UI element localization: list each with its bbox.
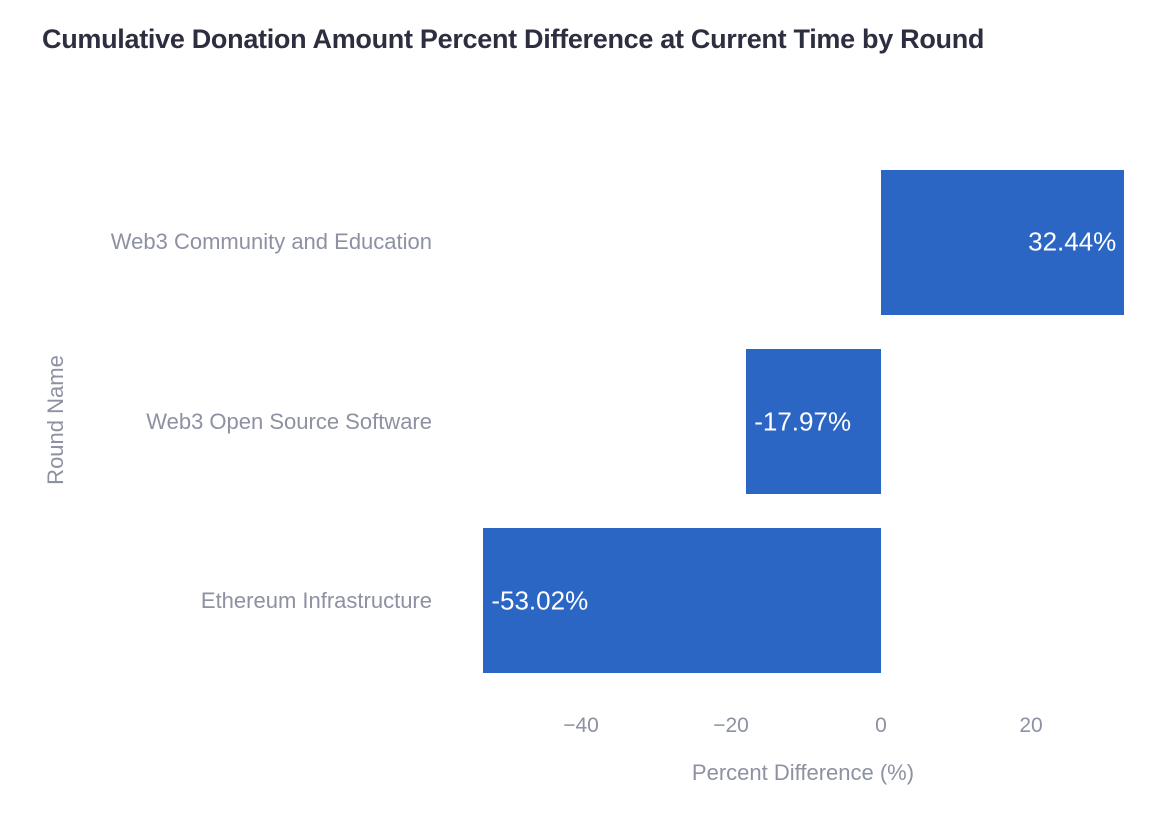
x-axis-title: Percent Difference (%) xyxy=(691,760,915,785)
x-tick-label: 0 xyxy=(875,714,887,737)
bar[interactable]: 32.44% xyxy=(881,169,1125,315)
bar-value-label: 32.44% xyxy=(1028,226,1117,257)
bar-value-label: -17.97% xyxy=(754,406,852,436)
x-tick-label: −20 xyxy=(713,714,749,737)
x-tick-label: 20 xyxy=(1019,714,1043,737)
x-tick-label: −40 xyxy=(563,714,599,737)
bar-value-label: -53.02% xyxy=(491,585,589,615)
bar[interactable]: -53.02% xyxy=(483,528,881,673)
y-category-label: Web3 Community and Education xyxy=(110,229,432,254)
chart-title: Cumulative Donation Amount Percent Diffe… xyxy=(42,24,985,54)
y-category-label: Web3 Open Source Software xyxy=(146,408,432,434)
y-category-label: Ethereum Infrastructure xyxy=(200,587,432,613)
bar[interactable]: -17.97% xyxy=(746,349,881,494)
